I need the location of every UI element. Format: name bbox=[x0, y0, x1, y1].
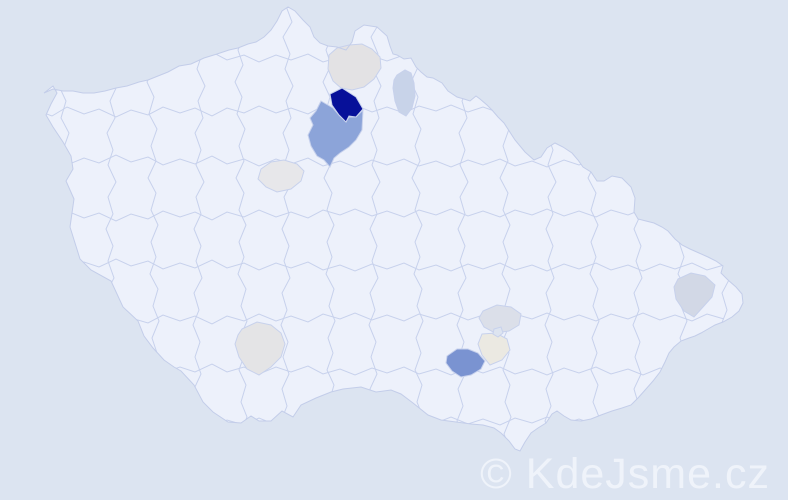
highlight-district-north-gray[interactable] bbox=[327, 43, 382, 91]
highlight-district-south-gray[interactable] bbox=[234, 321, 286, 376]
highlight-district-city-tiny[interactable] bbox=[492, 326, 504, 338]
highlight-district-brno-north-gray[interactable] bbox=[478, 304, 522, 334]
highlight-district-dark-navy[interactable] bbox=[329, 87, 364, 123]
highlight-district-northeast-blue[interactable] bbox=[392, 69, 416, 117]
watermark-text: © KdeJsme.cz bbox=[480, 450, 770, 498]
highlight-district-east-gray[interactable] bbox=[673, 272, 716, 318]
highlight-district-southwest-moravia-blue[interactable] bbox=[445, 348, 486, 378]
highlight-district-near-prague-gray[interactable] bbox=[257, 159, 305, 193]
